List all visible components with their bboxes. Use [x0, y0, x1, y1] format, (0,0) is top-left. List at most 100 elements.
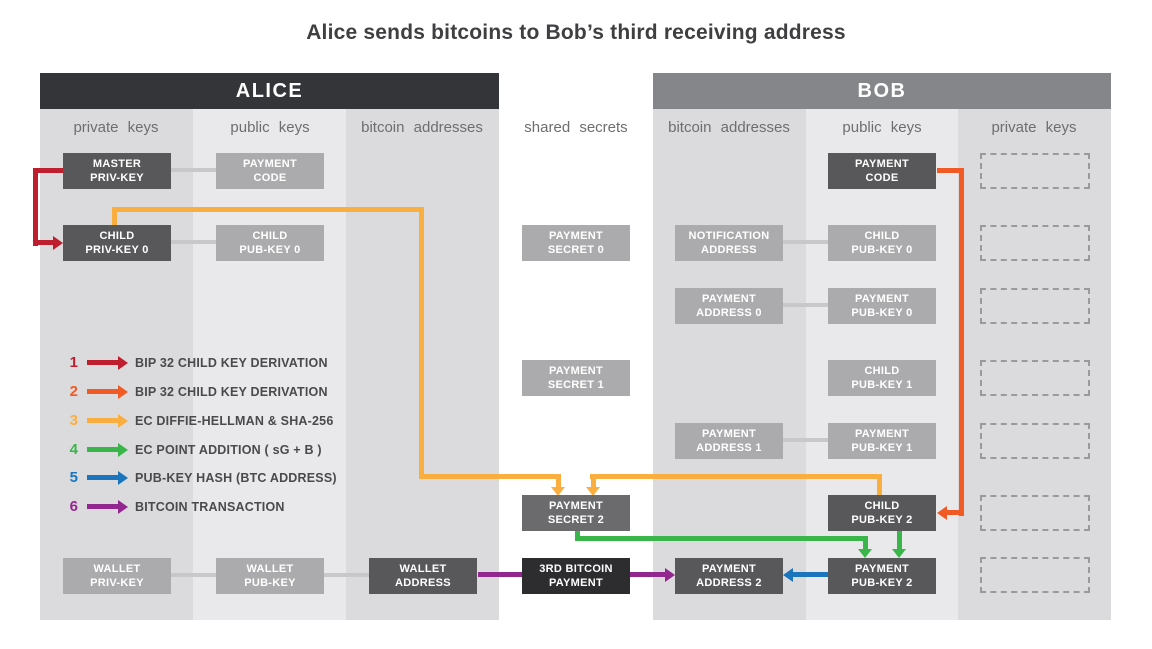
line-segment — [112, 207, 424, 212]
legend-label: EC POINT ADDITION ( sG + B ) — [135, 443, 322, 457]
box-wallet-priv-key: WALLET PRIV-KEY — [63, 558, 171, 594]
connector-master-privkey-paymentcode — [171, 168, 216, 172]
box-payment-pub-key-2: PAYMENT PUB-KEY 2 — [828, 558, 936, 594]
alice-column-label-private-keys: private keys — [73, 119, 159, 136]
legend-item-6: 6 BITCOIN TRANSACTION — [58, 498, 358, 515]
connector-notification-childpubkey0 — [783, 240, 828, 244]
shared-secrets-column-label: shared secrets — [524, 119, 628, 136]
line-segment — [937, 168, 964, 173]
legend-item-2: 2 BIP 32 CHILD KEY DERIVATION — [58, 383, 358, 400]
alice-public-keys-column-bg — [193, 109, 346, 620]
bob-private-keys-column-bg — [958, 109, 1111, 620]
line-segment — [877, 474, 882, 495]
arrowhead-icon — [118, 500, 128, 514]
placeholder-private-key-7 — [980, 557, 1090, 593]
line-segment — [793, 572, 828, 577]
arrowhead-icon — [586, 487, 600, 496]
legend-arrow-line — [87, 389, 118, 394]
placeholder-private-key-3 — [980, 288, 1090, 324]
line-segment — [33, 168, 38, 246]
box-payment-address-2: PAYMENT ADDRESS 2 — [675, 558, 783, 594]
alice-panel-header: ALICE — [40, 73, 499, 109]
line-segment — [947, 510, 964, 515]
box-alice-payment-code: PAYMENT CODE — [216, 153, 324, 189]
arrowhead-icon — [53, 236, 63, 250]
bob-panel-header: BOB — [653, 73, 1111, 109]
line-segment — [863, 536, 868, 550]
box-master-priv-key: MASTER PRIV-KEY — [63, 153, 171, 189]
box-payment-secret-2: PAYMENT SECRET 2 — [522, 495, 630, 531]
legend-item-4: 4 EC POINT ADDITION ( sG + B ) — [58, 441, 358, 458]
line-segment — [478, 572, 522, 577]
legend-label: BIP 32 CHILD KEY DERIVATION — [135, 385, 328, 399]
legend-item-5: 5 PUB-KEY HASH (BTC ADDRESS) — [58, 469, 358, 486]
arrowhead-icon — [118, 385, 128, 399]
placeholder-private-key-6 — [980, 495, 1090, 531]
legend-number: 3 — [69, 412, 78, 429]
bob-column-label-private-keys: private keys — [991, 119, 1077, 136]
legend-number: 1 — [69, 354, 78, 371]
connector-child-privkey0-pubkey0 — [171, 240, 216, 244]
line-segment — [33, 168, 63, 173]
connector-paymentaddress0-pubkey0 — [783, 303, 828, 307]
connector-wallet-privkey-pubkey — [171, 573, 216, 577]
legend-arrow-line — [87, 418, 118, 423]
line-segment — [575, 536, 868, 541]
box-payment-pub-key-1: PAYMENT PUB-KEY 1 — [828, 423, 936, 459]
box-child-pub-key-2: CHILD PUB-KEY 2 — [828, 495, 936, 531]
alice-column-label-public-keys: public keys — [230, 119, 310, 136]
bob-column-label-bitcoin-addresses: bitcoin addresses — [668, 119, 790, 136]
box-payment-pub-key-0: PAYMENT PUB-KEY 0 — [828, 288, 936, 324]
line-segment — [630, 572, 665, 577]
bob-bitcoin-addresses-column-bg — [653, 109, 806, 620]
connector-paymentaddress1-pubkey1 — [783, 438, 828, 442]
legend-label: PUB-KEY HASH (BTC ADDRESS) — [135, 471, 337, 485]
legend-label: EC DIFFIE-HELLMAN & SHA-256 — [135, 414, 334, 428]
arrowhead-icon — [118, 356, 128, 370]
box-bob-payment-code: PAYMENT CODE — [828, 153, 936, 189]
arrowhead-icon — [665, 568, 675, 582]
line-segment — [419, 207, 424, 479]
arrowhead-icon — [937, 506, 947, 520]
box-payment-secret-1: PAYMENT SECRET 1 — [522, 360, 630, 396]
alice-column-label-bitcoin-addresses: bitcoin addresses — [361, 119, 483, 136]
arrowhead-icon — [858, 549, 872, 558]
arrowhead-icon — [118, 414, 128, 428]
box-alice-child-pub-key-0: CHILD PUB-KEY 0 — [216, 225, 324, 261]
legend-number: 4 — [69, 441, 78, 458]
placeholder-private-key-5 — [980, 423, 1090, 459]
box-child-pub-key-1: CHILD PUB-KEY 1 — [828, 360, 936, 396]
page-title: Alice sends bitcoins to Bob’s third rece… — [306, 21, 846, 44]
legend-arrow-line — [87, 504, 118, 509]
box-3rd-bitcoin-payment: 3RD BITCOIN PAYMENT — [522, 558, 630, 594]
box-payment-address-1: PAYMENT ADDRESS 1 — [675, 423, 783, 459]
legend-arrow-line — [87, 360, 118, 365]
arrowhead-icon — [892, 549, 906, 558]
box-bob-child-pub-key-0: CHILD PUB-KEY 0 — [828, 225, 936, 261]
line-segment — [112, 207, 117, 225]
arrowhead-icon — [783, 568, 793, 582]
legend-number: 5 — [69, 469, 78, 486]
connector-wallet-pubkey-address — [324, 573, 369, 577]
box-wallet-pub-key: WALLET PUB-KEY — [216, 558, 324, 594]
arrowhead-icon — [551, 487, 565, 496]
line-segment — [419, 474, 561, 479]
line-segment — [591, 474, 596, 488]
arrowhead-icon — [118, 443, 128, 457]
placeholder-private-key-4 — [980, 360, 1090, 396]
legend-label: BIP 32 CHILD KEY DERIVATION — [135, 356, 328, 370]
box-wallet-address: WALLET ADDRESS — [369, 558, 477, 594]
legend-number: 2 — [69, 383, 78, 400]
line-segment — [556, 474, 561, 488]
box-child-priv-key-0: CHILD PRIV-KEY 0 — [63, 225, 171, 261]
legend-item-3: 3 EC DIFFIE-HELLMAN & SHA-256 — [58, 412, 358, 429]
line-segment — [959, 168, 964, 516]
legend-label: BITCOIN TRANSACTION — [135, 500, 285, 514]
placeholder-private-key-2 — [980, 225, 1090, 261]
line-segment — [590, 474, 882, 479]
bob-column-label-public-keys: public keys — [842, 119, 922, 136]
line-segment — [897, 531, 902, 550]
legend-arrow-line — [87, 447, 118, 452]
box-notification-address: NOTIFICATION ADDRESS — [675, 225, 783, 261]
